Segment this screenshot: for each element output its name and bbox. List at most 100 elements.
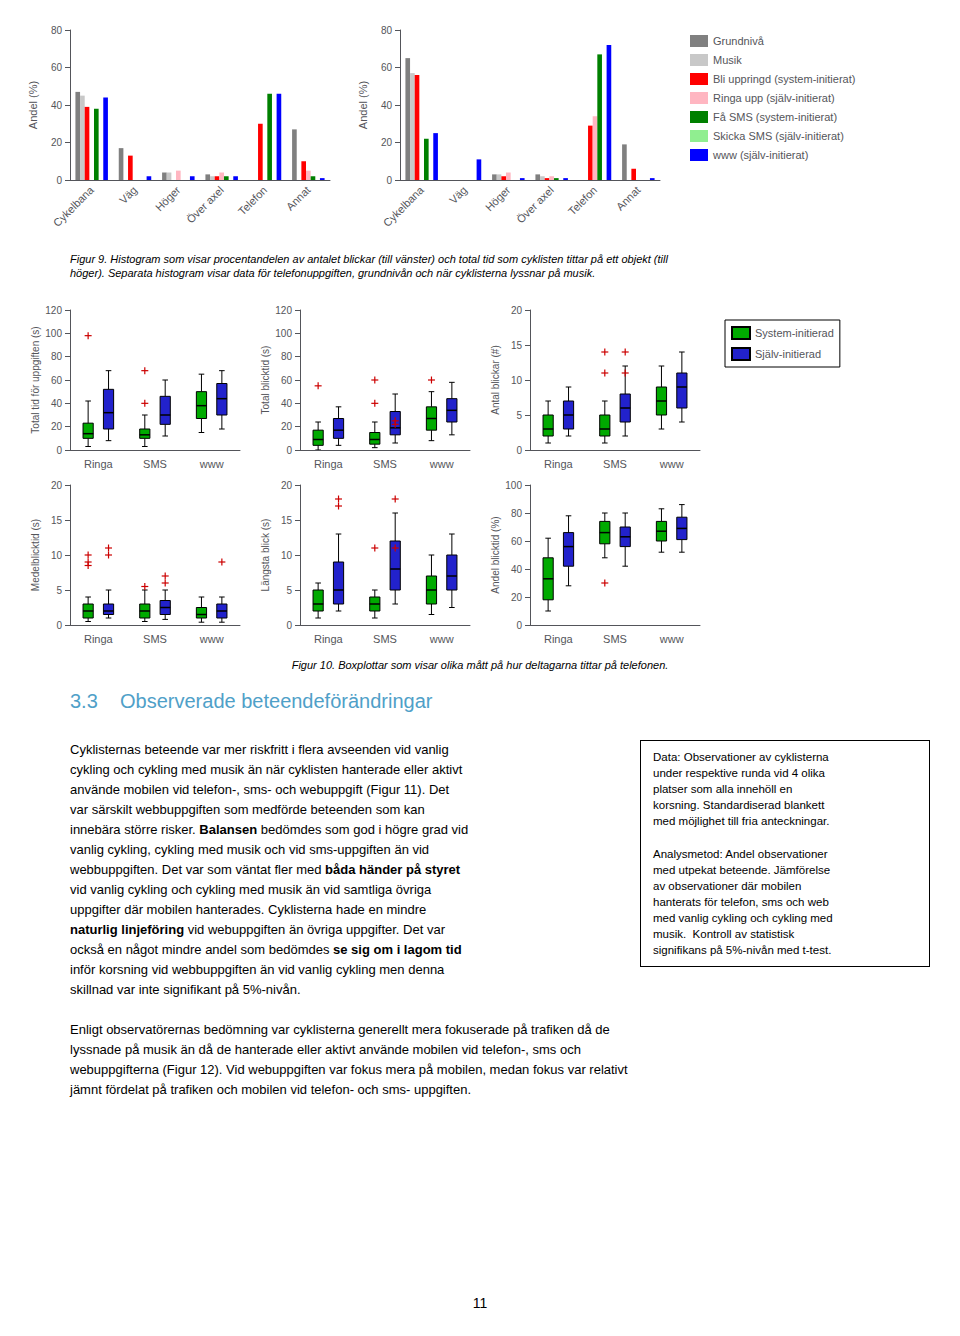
svg-text:SMS: SMS [603,458,627,470]
svg-text:5: 5 [56,585,62,596]
html-text:11: 11 [472,1295,488,1311]
svg-text:40: 40 [51,100,63,111]
svg-text:System-initierad: System-initierad [755,327,834,339]
svg-text:Ringa: Ringa [544,633,574,645]
svg-text:20: 20 [281,480,293,491]
svg-text:Andel (%): Andel (%) [357,81,369,129]
svg-text:60: 60 [381,62,393,73]
svg-text:5: 5 [516,410,522,421]
svg-text:Cykelbana: Cykelbana [51,183,97,229]
svg-text:80: 80 [51,25,63,36]
svg-text:20: 20 [511,592,523,603]
svg-text:www: www [199,458,224,470]
html-text:3.3 Observerade beteendeföränd: 3.3 Observerade beteendeförändringar [70,690,433,712]
svg-text:Skicka SMS (själv-initierat): Skicka SMS (själv-initierat) [713,130,844,142]
svg-text:Väg: Väg [447,184,469,206]
svg-text:Annat: Annat [614,184,643,213]
svg-text:Över axel: Över axel [514,184,556,226]
html-text:använde mobilen vid telefon-,: använde mobilen vid telefon-, sms- och w… [70,782,450,797]
svg-text:Antal blickar (#): Antal blickar (#) [490,345,501,414]
svg-text:0: 0 [516,445,522,456]
svg-text:www: www [659,458,684,470]
svg-text:0: 0 [56,445,62,456]
svg-text:0: 0 [286,620,292,631]
svg-text:Telefon: Telefon [566,184,600,218]
svg-text:Höger: Höger [483,184,513,214]
html-text:Cyklisternas beteende var mer: Cyklisternas beteende var mer riskfritt … [70,742,449,757]
svg-text:SMS: SMS [143,458,167,470]
svg-text:80: 80 [51,351,63,362]
svg-text:60: 60 [511,536,523,547]
svg-text:100: 100 [45,328,62,339]
svg-text:Väg: Väg [117,184,139,206]
svg-text:20: 20 [51,421,63,432]
svg-text:www: www [659,633,684,645]
svg-text:20: 20 [51,480,63,491]
svg-text:Telefon: Telefon [236,184,270,218]
svg-text:SMS: SMS [373,458,397,470]
svg-text:20: 20 [511,305,523,316]
svg-text:Musik: Musik [713,54,742,66]
svg-text:60: 60 [51,62,63,73]
svg-text:SMS: SMS [603,633,627,645]
svg-text:0: 0 [286,445,292,456]
svg-text:0: 0 [386,175,392,186]
svg-text:Ringa upp (själv-initierat): Ringa upp (själv-initierat) [713,92,835,104]
svg-text:Andel blicktid (%): Andel blicktid (%) [490,516,501,593]
svg-text:80: 80 [281,351,293,362]
svg-text:120: 120 [45,305,62,316]
svg-text:5: 5 [286,585,292,596]
html-text:var särskilt webbuppgiften som: var särskilt webbuppgiften som medförde … [70,802,425,817]
svg-text:15: 15 [51,515,63,526]
svg-text:40: 40 [511,564,523,575]
svg-text:15: 15 [281,515,293,526]
svg-text:www (själv-initierat): www (själv-initierat) [712,149,808,161]
svg-text:SMS: SMS [373,633,397,645]
svg-text:60: 60 [281,375,293,386]
html-text:innebära större risker. Balans: innebära större risker. Balansen bedömde… [70,822,469,837]
svg-text:40: 40 [51,398,63,409]
svg-text:100: 100 [505,480,522,491]
svg-text:Ringa: Ringa [314,633,344,645]
svg-text:40: 40 [281,398,293,409]
svg-text:Över axel: Över axel [184,184,226,226]
svg-text:www: www [429,633,454,645]
svg-text:0: 0 [56,620,62,631]
svg-text:Bli uppringd (system-initierat: Bli uppringd (system-initierat) [713,73,855,85]
svg-text:Total blicktid (s): Total blicktid (s) [260,346,271,415]
svg-text:15: 15 [511,340,523,351]
svg-text:120: 120 [275,305,292,316]
svg-text:Höger: Höger [153,184,183,214]
svg-text:40: 40 [381,100,393,111]
svg-text:www: www [429,458,454,470]
svg-text:Själv-initierad: Själv-initierad [755,348,821,360]
svg-text:10: 10 [511,375,523,386]
svg-text:0: 0 [516,620,522,631]
svg-text:Ringa: Ringa [84,633,114,645]
html-text:cykling och cykling med musik: cykling och cykling med musik än när cyk… [70,762,463,777]
svg-text:Cykelbana: Cykelbana [381,183,427,229]
svg-text:Grundnivå: Grundnivå [713,35,765,47]
svg-text:Längsta blick (s): Längsta blick (s) [260,519,271,592]
svg-text:20: 20 [51,137,63,148]
svg-text:0: 0 [56,175,62,186]
svg-text:Ringa: Ringa [314,458,344,470]
svg-text:Ringa: Ringa [84,458,114,470]
svg-text:60: 60 [51,375,63,386]
svg-text:Annat: Annat [284,184,313,213]
svg-text:80: 80 [511,508,523,519]
svg-text:SMS: SMS [143,633,167,645]
svg-text:Ringa: Ringa [544,458,574,470]
html-text:Data: Observationer av cyklist: Data: Observationer av cyklisterna under… [653,751,833,957]
svg-text:Medelblicktid (s): Medelblicktid (s) [30,519,41,591]
svg-text:10: 10 [51,550,63,561]
svg-text:10: 10 [281,550,293,561]
svg-text:Få SMS (system-initierat): Få SMS (system-initierat) [713,111,837,123]
svg-text:20: 20 [281,421,293,432]
svg-text:Total tid för uppgiften (s): Total tid för uppgiften (s) [30,326,41,433]
svg-text:20: 20 [381,137,393,148]
svg-text:www: www [199,633,224,645]
svg-text:100: 100 [275,328,292,339]
svg-text:Andel (%): Andel (%) [27,81,39,129]
svg-text:80: 80 [381,25,393,36]
